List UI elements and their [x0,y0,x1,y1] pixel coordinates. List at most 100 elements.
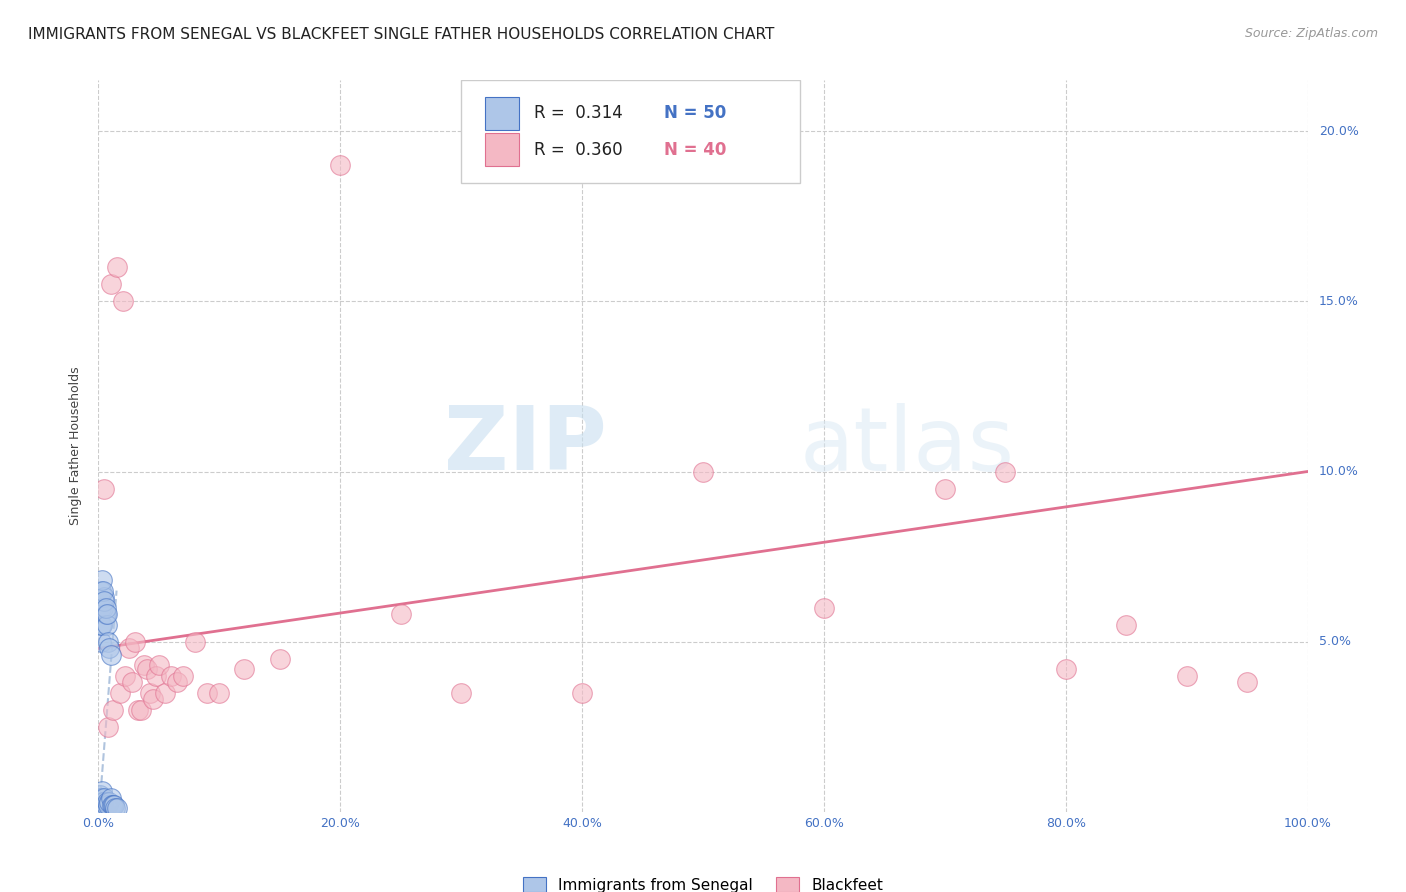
Point [160,668,183,682]
Point [1236,675,1258,690]
Point [934,482,956,496]
Point [91,795,114,809]
FancyBboxPatch shape [461,80,800,183]
Point [91,600,114,615]
Point [1054,662,1077,676]
Point [121,675,143,690]
Point [100,797,122,812]
Point [118,641,141,656]
Point [97,720,120,734]
Point [329,158,352,172]
Text: IMMIGRANTS FROM SENEGAL VS BLACKFEET SINGLE FATHER HOUSEHOLDS CORRELATION CHART: IMMIGRANTS FROM SENEGAL VS BLACKFEET SIN… [28,27,775,42]
Point [153,686,176,700]
Point [111,294,134,309]
Point [124,634,146,648]
Point [93,594,115,608]
Point [100,648,122,663]
Point [90,583,112,598]
Point [90,600,112,615]
Point [105,801,128,815]
Text: R =  0.314: R = 0.314 [534,104,638,122]
Point [93,482,115,496]
Text: N = 40: N = 40 [664,141,727,159]
Point [89,805,111,819]
Point [114,668,136,682]
Point [195,686,218,700]
Point [89,797,111,812]
Point [208,686,231,700]
Point [172,668,194,682]
Point [96,617,118,632]
Point [94,607,117,622]
Text: 15.0%: 15.0% [1319,295,1358,308]
Point [97,634,120,648]
Text: R =  0.360: R = 0.360 [534,141,638,159]
Point [89,791,111,805]
Point [91,583,114,598]
Point [96,607,118,622]
Point [98,641,121,656]
Point [813,600,835,615]
Point [93,801,115,815]
Point [184,634,207,648]
Text: 20.0%: 20.0% [1319,125,1358,137]
Text: 5.0%: 5.0% [1319,635,1351,648]
Legend: Immigrants from Senegal, Blackfeet: Immigrants from Senegal, Blackfeet [517,871,889,892]
Point [101,797,124,812]
Point [101,703,124,717]
Text: 10.0%: 10.0% [1319,465,1358,478]
FancyBboxPatch shape [485,133,519,166]
Point [91,791,114,805]
Point [91,574,114,588]
Point [100,791,122,805]
Point [100,277,122,292]
FancyBboxPatch shape [485,96,519,129]
Point [90,791,112,805]
Point [127,703,149,717]
Point [89,801,111,815]
Point [89,805,111,819]
Point [450,686,472,700]
Point [90,617,112,632]
Point [166,675,188,690]
Point [91,805,114,819]
Point [108,686,131,700]
Point [91,784,114,798]
Point [91,797,114,812]
Text: ZIP: ZIP [443,402,606,490]
Point [89,797,111,812]
Point [105,260,128,275]
Point [89,795,111,809]
Point [142,692,165,706]
Point [994,465,1017,479]
Point [103,797,125,812]
Point [91,805,114,819]
Point [135,662,157,676]
Point [90,795,112,809]
Point [89,788,111,802]
Point [89,801,111,815]
Point [89,805,111,819]
Point [90,805,112,819]
Point [1175,668,1198,682]
Point [692,465,714,479]
Point [96,795,118,809]
Point [129,703,152,717]
Point [90,801,112,815]
Point [139,686,162,700]
Point [93,591,115,605]
Text: Source: ZipAtlas.com: Source: ZipAtlas.com [1244,27,1378,40]
Point [104,801,127,815]
Point [145,668,167,682]
Point [148,658,170,673]
Point [90,634,112,648]
Point [97,797,120,812]
Point [269,651,291,665]
Point [389,607,412,622]
Point [232,662,254,676]
Point [91,617,114,632]
Y-axis label: Single Father Households: Single Father Households [69,367,83,525]
Point [134,658,156,673]
Point [94,797,117,812]
Point [571,686,593,700]
